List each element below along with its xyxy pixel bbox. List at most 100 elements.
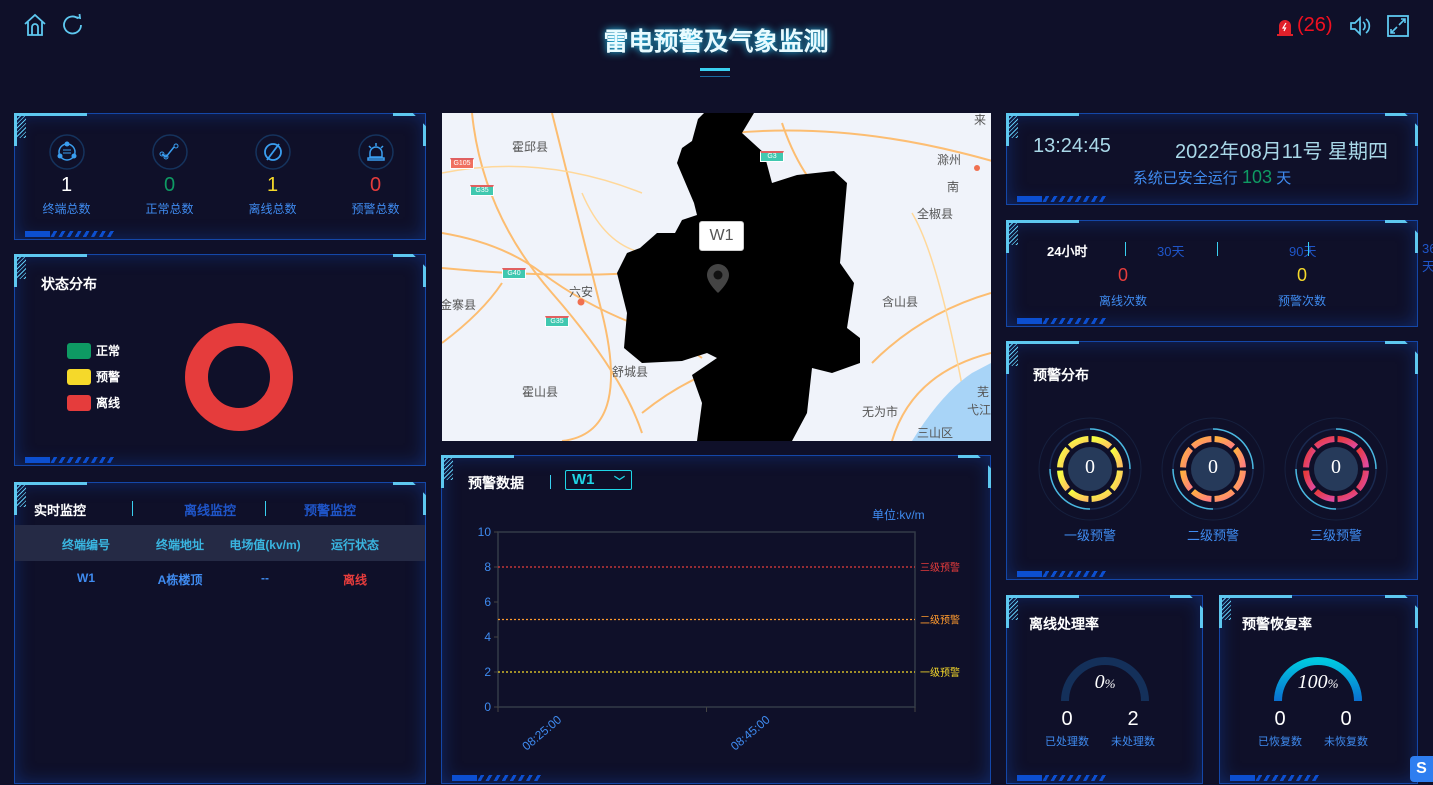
title-underline [700,68,730,71]
map[interactable]: 霍邱县 六安 金寨县 霍山县 舒城县 滁州南全椒县 含山县 无为市 弋江 三山区 来芜 G105 G35… [442,113,991,441]
ring-segment [1180,470,1194,492]
fullscreen-icon[interactable] [1387,15,1409,37]
clock-panel: 13:24:45 2022年08月11号 星期四 系统已安全运行 103 天 [1006,113,1418,205]
gauge-count-b: 0 [1340,708,1352,730]
road-shield: G3 [760,151,784,162]
gauge-count-a: 0 [1274,708,1286,730]
legend-label: 离线 [96,396,121,410]
terminal-icon [48,134,85,170]
map-place-label: 三山区 [917,426,954,440]
map-place-label: 滁州 [937,153,962,167]
ring-segment [1337,488,1359,502]
marker-label[interactable]: W1 [699,221,744,251]
ring-gauge [1161,417,1265,521]
ring-segment [1067,488,1089,502]
gauge-label-a: 已处理数 [1045,736,1089,748]
total-value: 0 [163,174,176,196]
map-place-label: 芜 [977,385,990,399]
panel-title: 离线处理率 [1029,616,1099,632]
run-days-value: 103 [1241,167,1273,187]
ring-segment [1214,436,1236,450]
page-title: 雷电预警及气象监测 [603,28,829,56]
current-time: 13:24:45 [1033,135,1111,157]
tab-0[interactable]: 实时监控 [33,503,86,518]
map-place-label: 弋江 [967,403,991,417]
ring-segment [1091,488,1113,502]
road-shield: G35 [545,316,569,327]
ring-segment [1190,436,1212,450]
ring-segment [1313,488,1335,502]
period-tab-3[interactable]: 365天 [1422,241,1433,274]
total-value: 1 [60,174,73,196]
home-icon[interactable] [23,13,47,37]
y-tick-label: 0 [484,700,491,714]
legend-item[interactable]: 离线 [67,394,120,411]
offline-rate-panel: 离线处理率 0% 0 已处理数 2 未处理数 [1006,595,1203,784]
ring-segment [1303,446,1317,468]
threshold-label: 一级预警 [920,666,960,679]
y-tick-label: 10 [478,525,492,539]
warn-ring-0: 0 一级预警 [1035,414,1145,544]
table-cell: -- [261,571,269,585]
map-place-label: 霍邱县 [512,140,549,154]
tab-1[interactable]: 离线监控 [183,503,236,518]
y-tick-label: 8 [484,560,491,574]
ring-label: 三级预警 [1309,528,1362,543]
run-days: 系统已安全运行 103 天 [1132,167,1292,187]
station-select[interactable]: W1 ﹀ [565,470,632,490]
total-2: 1 离线总数 [235,134,310,217]
legend-item[interactable]: 正常 [67,342,120,359]
gauge-track [1061,657,1149,702]
table-row[interactable]: W1 A栋楼顶 -- 离线 [15,561,425,595]
ring-segment [1303,470,1317,492]
ring-value: 0 [1331,456,1341,478]
table-cell: 离线 [342,573,367,587]
ring-segment [1067,436,1089,450]
map-place-label: 全椒县 [917,207,954,221]
period-tab-0[interactable]: 24小时 [1047,244,1088,259]
period-tab-2[interactable]: 90天 [1289,244,1317,259]
assistant-icon[interactable]: S [1410,756,1433,782]
total-label: 预警总数 [351,202,400,216]
legend-swatch [67,394,91,411]
total-value: 0 [369,174,382,196]
map-place-label: 舒城县 [612,365,649,379]
threshold-label: 三级预警 [920,561,960,574]
y-tick-label: 4 [484,630,491,644]
map-place-label: 南 [947,180,960,194]
total-1: 0 正常总数 [132,134,207,217]
warn-ring-2: 0 三级预警 [1281,414,1391,544]
speaker-icon[interactable] [1349,15,1371,37]
ring-segment [1214,488,1236,502]
alarm-count[interactable]: (26) [1297,14,1333,36]
map-place-label: 霍山县 [522,385,559,399]
ring-segment [1057,446,1071,468]
total-value: 1 [266,174,279,196]
refresh-icon[interactable] [61,13,85,37]
gauge-percent: 100% [1297,671,1339,693]
ring-segment [1190,488,1212,502]
ring-segment [1109,470,1123,492]
ring-segment [1232,446,1246,468]
gauge-label-a: 已恢复数 [1258,736,1302,748]
total-label: 正常总数 [145,202,194,216]
legend-label: 正常 [96,344,121,358]
map-pin-icon[interactable] [705,263,731,295]
threshold-label: 二级预警 [920,614,960,627]
legend-item[interactable]: 预警 [67,368,120,385]
x-tick-label: 08:25:00 [519,712,564,753]
district-boundary [617,113,860,441]
ring-label: 一级预警 [1063,528,1116,543]
legend-swatch [67,368,91,385]
total-0: 1 终端总数 [29,134,104,217]
ring-segment [1109,446,1123,468]
alarm-bell-icon[interactable] [1276,18,1294,36]
recover-rate-panel: 预警恢复率 100% 0 已恢复数 0 未恢复数 [1219,595,1418,784]
ring-segment [1355,470,1369,492]
column-header: 终端地址 [155,538,204,552]
tab-2[interactable]: 预警监控 [303,503,356,518]
road-shield: G40 [502,268,526,279]
offline-count-label: 离线次数 [1098,294,1147,308]
period-tab-1[interactable]: 30天 [1157,244,1185,259]
